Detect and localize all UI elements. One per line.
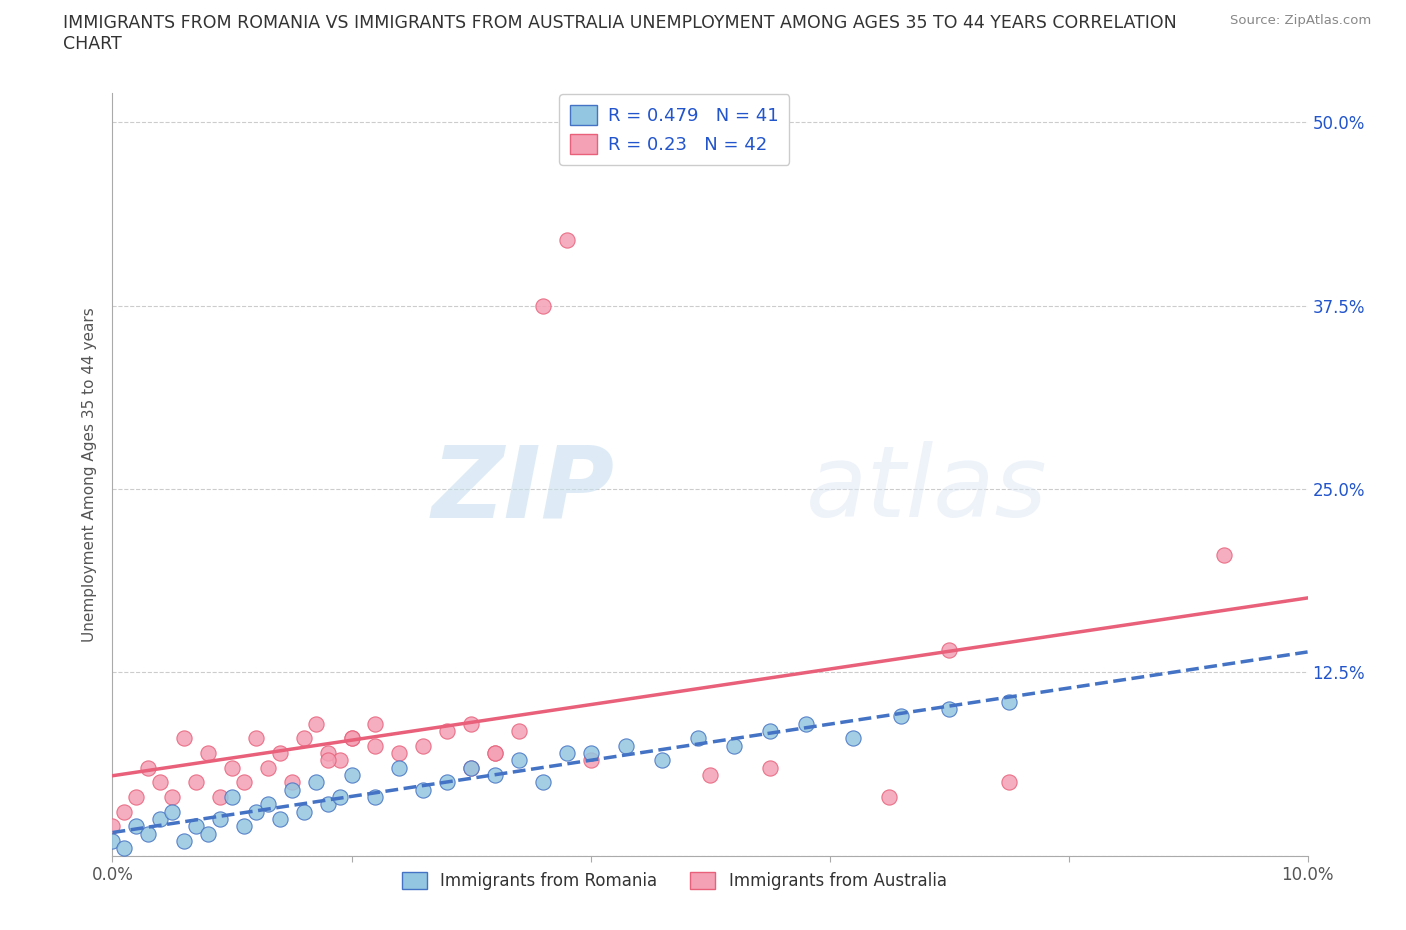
Point <box>340 731 363 746</box>
Legend: Immigrants from Romania, Immigrants from Australia: Immigrants from Romania, Immigrants from… <box>395 865 953 897</box>
Point <box>292 804 315 819</box>
Point <box>281 775 304 790</box>
Point <box>938 643 960 658</box>
Point <box>305 775 328 790</box>
Point <box>269 746 291 761</box>
Point <box>460 760 482 775</box>
Point <box>460 716 482 731</box>
Point <box>197 826 219 841</box>
Point <box>699 767 721 782</box>
Point <box>508 724 530 738</box>
Point <box>186 818 208 833</box>
Point <box>364 716 387 731</box>
Point <box>138 826 160 841</box>
Point <box>305 716 328 731</box>
Point <box>508 753 530 768</box>
Point <box>329 753 352 768</box>
Point <box>138 760 160 775</box>
Point <box>412 782 434 797</box>
Text: ZIP: ZIP <box>432 441 614 538</box>
Point <box>221 760 243 775</box>
Point <box>125 818 148 833</box>
Point <box>186 775 208 790</box>
Point <box>125 790 148 804</box>
Point <box>579 746 602 761</box>
Point <box>531 299 554 313</box>
Point <box>316 797 339 812</box>
Point <box>759 760 782 775</box>
Point <box>555 232 578 247</box>
Point <box>162 790 183 804</box>
Text: CHART: CHART <box>63 35 122 53</box>
Point <box>281 782 304 797</box>
Point <box>162 804 183 819</box>
Point <box>101 833 124 848</box>
Point <box>149 775 172 790</box>
Point <box>1213 548 1236 563</box>
Point <box>723 738 745 753</box>
Point <box>233 775 256 790</box>
Point <box>460 760 482 775</box>
Point <box>436 724 458 738</box>
Point <box>938 701 960 716</box>
Point <box>484 746 506 761</box>
Point <box>364 790 387 804</box>
Point <box>316 746 339 761</box>
Point <box>436 775 458 790</box>
Point <box>245 804 267 819</box>
Point <box>257 797 280 812</box>
Point <box>484 746 506 761</box>
Point <box>842 731 865 746</box>
Point <box>197 746 219 761</box>
Point <box>209 790 232 804</box>
Text: IMMIGRANTS FROM ROMANIA VS IMMIGRANTS FROM AUSTRALIA UNEMPLOYMENT AMONG AGES 35 : IMMIGRANTS FROM ROMANIA VS IMMIGRANTS FR… <box>63 14 1177 32</box>
Y-axis label: Unemployment Among Ages 35 to 44 years: Unemployment Among Ages 35 to 44 years <box>82 307 97 642</box>
Point <box>616 738 638 753</box>
Point <box>173 833 195 848</box>
Point <box>245 731 267 746</box>
Point <box>316 753 339 768</box>
Point <box>484 767 506 782</box>
Point <box>998 694 1021 709</box>
Point <box>340 731 363 746</box>
Point <box>388 746 411 761</box>
Point <box>688 731 710 746</box>
Point <box>364 738 387 753</box>
Point <box>651 753 673 768</box>
Point <box>412 738 434 753</box>
Point <box>998 775 1021 790</box>
Point <box>114 804 135 819</box>
Text: atlas: atlas <box>806 441 1047 538</box>
Point <box>890 709 912 724</box>
Point <box>292 731 315 746</box>
Point <box>555 746 578 761</box>
Point <box>269 812 291 827</box>
Point <box>759 724 782 738</box>
Point <box>531 775 554 790</box>
Point <box>209 812 232 827</box>
Point <box>233 818 256 833</box>
Point <box>794 716 817 731</box>
Point <box>329 790 352 804</box>
Point <box>221 790 243 804</box>
Point <box>173 731 195 746</box>
Point <box>579 753 602 768</box>
Text: Source: ZipAtlas.com: Source: ZipAtlas.com <box>1230 14 1371 27</box>
Point <box>340 767 363 782</box>
Point <box>388 760 411 775</box>
Point <box>879 790 901 804</box>
Point <box>257 760 280 775</box>
Point <box>101 818 124 833</box>
Point <box>114 841 135 856</box>
Point <box>149 812 172 827</box>
